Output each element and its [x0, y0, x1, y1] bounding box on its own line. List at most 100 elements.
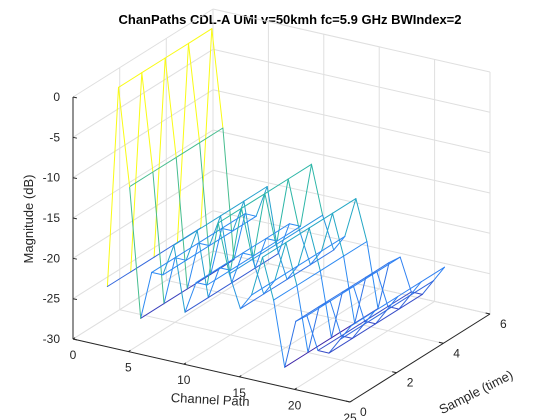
mesh-segment	[287, 178, 300, 231]
mesh-segment	[106, 271, 132, 287]
mesh-segment	[308, 227, 321, 272]
mesh-segment	[330, 291, 343, 339]
mesh-segment	[210, 227, 223, 275]
mesh-segment	[152, 156, 177, 173]
z-tick-label: -25	[43, 292, 61, 306]
mesh-segment	[221, 227, 234, 232]
grid-line	[212, 250, 491, 315]
chart-title: ChanPaths CDL-A UMI v=50kmh fc=5.9 GHz B…	[118, 12, 461, 27]
mesh-segment	[129, 186, 142, 319]
mesh-segment	[277, 223, 290, 255]
grid-line	[119, 309, 397, 374]
z-tick-mark	[72, 217, 78, 220]
z-tick-label: -5	[49, 130, 60, 144]
y-tick-mark	[438, 341, 444, 344]
mesh-segment	[231, 252, 244, 284]
mesh-segment	[211, 28, 224, 129]
mesh-segment	[231, 267, 256, 284]
mesh-segment	[199, 142, 212, 275]
mesh-segment	[174, 242, 199, 259]
mesh-segment	[163, 257, 176, 305]
mesh-segment	[175, 156, 188, 290]
mesh-segment	[276, 225, 301, 242]
x-tick-label: 10	[177, 373, 191, 387]
mesh-segment	[274, 265, 299, 281]
y-axis-label: Sample (time)	[437, 367, 516, 417]
x-tick-mark	[238, 375, 242, 378]
mesh-segment	[199, 127, 224, 144]
mesh-segment	[397, 281, 422, 297]
mesh-segment	[274, 242, 287, 281]
mesh-segment	[239, 294, 252, 310]
mesh-segment	[275, 229, 300, 246]
mesh-segment	[329, 285, 354, 302]
y-tick-label: 2	[407, 376, 414, 390]
mesh-segment	[386, 294, 411, 311]
mesh-segment	[232, 200, 245, 232]
mesh-segment	[140, 303, 165, 319]
mesh-segment	[399, 256, 412, 293]
mesh-segment	[286, 265, 299, 280]
mesh-segment	[318, 291, 343, 308]
grid-line	[72, 250, 214, 340]
mesh-segment	[244, 213, 257, 217]
mesh-segment	[328, 337, 353, 354]
x-tick-label: 0	[70, 348, 77, 362]
z-tick-label: -30	[43, 332, 61, 346]
mesh-segment	[221, 213, 246, 229]
z-tick-label: -15	[43, 211, 61, 225]
mesh-segment	[186, 242, 199, 290]
mesh-segment	[309, 249, 335, 266]
mesh-segment	[162, 259, 187, 276]
mesh-segment	[251, 279, 276, 296]
mesh-segment	[296, 285, 309, 353]
x-axis-label: Channel Path	[171, 390, 250, 409]
grid-line	[72, 89, 214, 179]
y-tick-label: 4	[453, 346, 460, 360]
mesh-segment	[262, 242, 287, 258]
mesh-segment	[409, 281, 422, 296]
mesh-segment	[184, 282, 197, 313]
mesh-segment	[197, 227, 223, 244]
grid	[72, 8, 491, 403]
mesh-segment	[151, 257, 176, 273]
mesh-segment	[175, 142, 201, 158]
mesh-segment	[185, 230, 198, 261]
mesh-segment	[344, 198, 357, 237]
mesh-segment	[341, 276, 367, 293]
mesh-segment	[353, 271, 378, 287]
mesh-segment	[286, 264, 311, 280]
mesh-segment	[300, 163, 312, 227]
mesh-segment	[329, 300, 342, 337]
mesh-segment	[218, 252, 244, 269]
mesh-segment	[228, 273, 241, 310]
mesh-segment	[176, 42, 189, 243]
mesh-segment	[398, 294, 411, 310]
x-tick-label: 5	[125, 361, 132, 375]
mesh-segment	[376, 256, 401, 273]
mesh-segment	[233, 213, 246, 261]
mesh-segment	[129, 171, 154, 188]
mesh-segment	[309, 250, 322, 266]
mesh-segment	[186, 273, 212, 290]
mesh-segment	[188, 42, 201, 144]
grid-line	[238, 288, 380, 378]
mesh-segment	[207, 282, 233, 299]
mesh-segment	[298, 214, 324, 231]
mesh-segment	[362, 309, 388, 326]
mesh-segment	[262, 256, 275, 301]
mesh-segment	[217, 207, 242, 224]
mesh-segment	[151, 271, 164, 276]
mesh-segment	[162, 244, 175, 276]
mesh-segment	[306, 315, 319, 351]
z-tick-mark	[72, 257, 78, 260]
grid-line	[212, 8, 491, 73]
z-axis-label: Magnitude (dB)	[21, 175, 36, 264]
grid-line	[72, 129, 214, 219]
mesh-segment	[253, 240, 278, 257]
grid-line	[72, 48, 214, 138]
mesh-segment	[351, 323, 377, 339]
mesh-segment	[287, 163, 312, 180]
mesh-segment	[321, 212, 333, 252]
z-tick-mark	[72, 298, 78, 300]
